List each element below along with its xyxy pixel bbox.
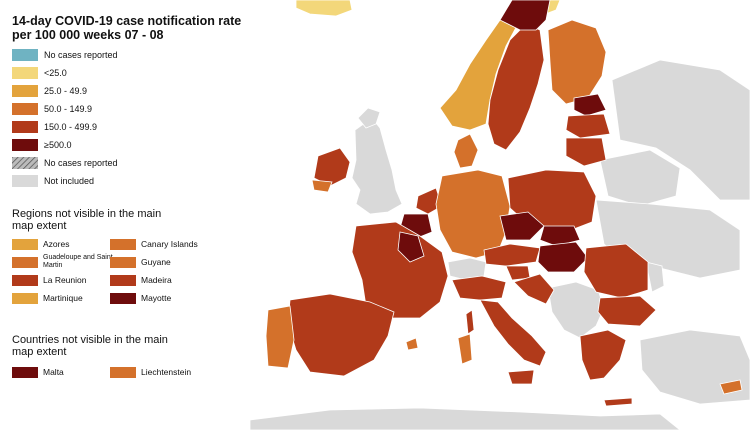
country-label: Liechtenstein [141,367,192,377]
countries-heading: Countries not visible in the main map ex… [12,334,168,358]
cyprus [719,379,743,395]
latvia [565,113,611,139]
legend-item: 50.0 - 149.9 [12,102,92,116]
region-item: Canary Islands [110,238,198,250]
crete [603,397,633,407]
italy [479,299,547,367]
sweden [487,23,545,151]
legend-item: ≥500.0 [12,138,71,152]
france-east [397,231,425,263]
region-label: Madeira [141,275,172,285]
croatia [513,273,555,305]
map-title: 14-day COVID-19 case notification rate p… [12,14,242,42]
greece [579,329,627,381]
legend-label: ≥500.0 [44,140,72,150]
legend-swatch [12,139,38,151]
region-item: La Reunion [12,274,86,286]
spain [287,293,395,377]
region-label: Martinique [43,293,83,303]
region-item: Madeira [110,274,172,286]
region-item: Martinique [12,292,83,304]
region-label: Guyane [141,257,171,267]
region-item: Guyane [110,256,171,268]
legend-item: Not included [12,174,94,188]
region-swatch [110,274,136,286]
legend-label: 25.0 - 49.9 [44,86,88,96]
country-item: Malta [12,366,64,378]
moldova-grey [645,261,665,293]
sicily [507,369,535,385]
netherlands [415,187,443,215]
ireland [313,147,351,187]
corsica [465,309,475,335]
region-item: Mayotte [110,292,171,304]
region-label: Guadeloupe and Saint Martin [43,254,113,269]
region-swatch [12,274,38,286]
finland [547,19,607,105]
legend-swatch [12,85,38,97]
scotland-grey [357,107,381,129]
region-label: Azores [43,239,70,249]
region-swatch [12,256,38,268]
iceland [295,0,353,17]
region-item: Guadeloupe and Saint Martin [12,254,113,269]
russia-grey [611,59,750,201]
country-swatch [110,366,136,378]
legend-item: 25.0 - 49.9 [12,84,87,98]
region-item: Azores [12,238,69,250]
legend-label: No cases reported [44,158,118,168]
north-africa-grey [249,407,681,430]
italy-north [451,275,507,301]
legend-swatch [12,49,38,61]
legend-item: 150.0 - 499.9 [12,120,97,134]
country-label: Malta [43,367,64,377]
region-swatch [12,238,38,250]
ireland-south [311,179,333,193]
region-swatch [12,292,38,304]
balearics [405,337,419,351]
legend-item: No cases reported [12,48,118,62]
legend-item: <25.0 [12,66,67,80]
uk-grey [351,117,403,215]
czechia [499,211,545,241]
legend-label: No cases reported [44,50,118,60]
region-swatch [110,256,136,268]
sardinia [457,333,473,365]
legend-label: Not included [44,176,95,186]
region-label: Mayotte [141,293,172,303]
region-label: Canary Islands [141,239,198,249]
country-swatch [12,366,38,378]
legend-label: <25.0 [44,68,67,78]
legend-swatch [12,175,38,187]
legend-swatch [12,121,38,133]
balkans-grey [547,281,605,339]
sweden-north [499,0,551,31]
austria [483,243,541,267]
country-item: Liechtenstein [110,366,191,378]
denmark [453,133,479,169]
hungary [537,241,589,273]
region-swatch [110,292,136,304]
turkey-grey [639,329,750,405]
regions-heading: Regions not visible in the main map exte… [12,208,162,232]
legend-swatch-hatched [12,157,38,169]
portugal [265,305,295,369]
legend-label: 150.0 - 499.9 [44,122,98,132]
region-swatch [110,238,136,250]
romania [583,243,649,299]
legend-label: 50.0 - 149.9 [44,104,93,114]
bulgaria [597,295,657,327]
lithuania [565,137,607,167]
belarus-grey [599,149,681,207]
switzerland-grey [447,257,487,281]
germany [435,169,511,259]
legend-item: No cases reported [12,156,118,170]
legend-swatch [12,67,38,79]
estonia [573,93,607,117]
france [351,221,449,319]
region-label: La Reunion [43,275,87,285]
legend-swatch [12,103,38,115]
